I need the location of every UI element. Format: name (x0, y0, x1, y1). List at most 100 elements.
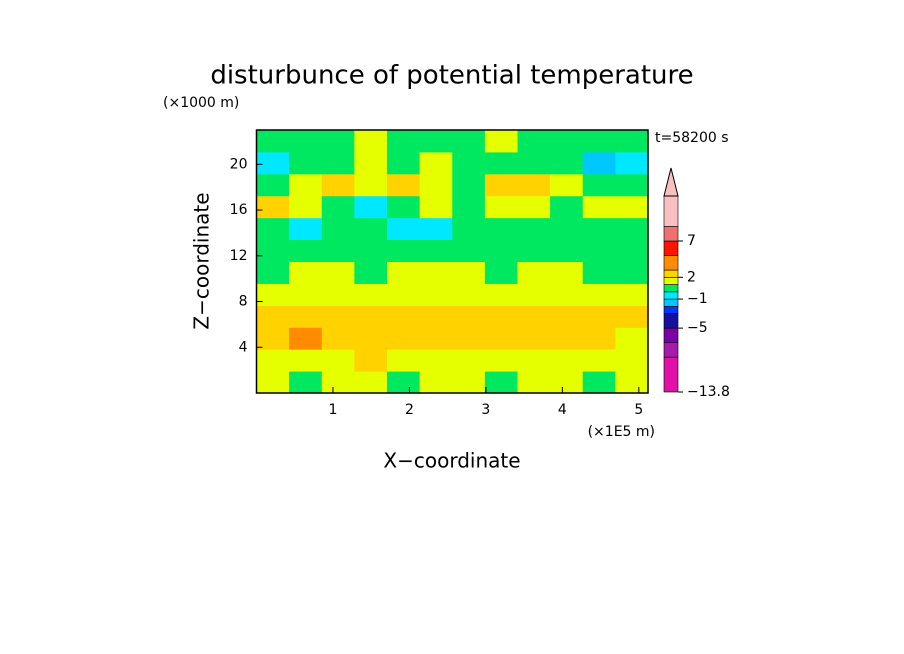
contour-cell (452, 173, 486, 197)
contour-cell (615, 173, 649, 197)
contour-cell (484, 239, 518, 262)
contour-cell (354, 327, 388, 350)
colorbar-tick-label: −13.8 (687, 384, 730, 400)
contour-cell (321, 349, 355, 372)
colorbar-tick-label: −5 (687, 320, 708, 336)
contour-cell (321, 327, 355, 350)
contour-cell (582, 283, 616, 306)
contour-cell (289, 173, 323, 197)
x-axis-label: X−coordinate (383, 449, 520, 473)
contour-cell (321, 261, 355, 284)
contour-cell (256, 173, 290, 197)
contour-cell (582, 173, 616, 197)
contour-cell (387, 349, 421, 372)
contour-cell (582, 151, 616, 175)
y-tick-label: 4 (239, 339, 248, 355)
contour-cell (321, 130, 355, 153)
contour-cell (452, 261, 486, 284)
contour-cell (550, 130, 584, 153)
contour-cell (419, 371, 453, 394)
contour-cell (419, 261, 453, 284)
contour-cell (256, 130, 290, 153)
contour-cell (550, 239, 584, 262)
contour-cell (256, 283, 290, 306)
contour-cell (289, 327, 323, 350)
y-unit: (×1000 m) (163, 95, 239, 111)
contour-cell (289, 349, 323, 372)
colorbar-segment (663, 255, 679, 271)
contour-cell (517, 239, 551, 262)
x-tick-label: 3 (481, 402, 490, 418)
contour-cell (419, 283, 453, 306)
contour-cell (354, 283, 388, 306)
x-tick-label: 5 (634, 402, 643, 418)
contour-cell (419, 195, 453, 219)
contour-cell (452, 217, 486, 241)
contour-cell (354, 217, 388, 241)
contour-cell (550, 195, 584, 219)
contour-cell (387, 173, 421, 197)
contour-cell (484, 130, 518, 153)
colorbar-tick-label: 2 (687, 269, 696, 285)
contour-cell (615, 327, 649, 350)
contour-cell (354, 130, 388, 153)
contour-cell (387, 195, 421, 219)
contour-cell (517, 327, 551, 350)
x-unit: (×1E5 m) (588, 424, 655, 440)
contour-cell (615, 195, 649, 219)
contour-cell (387, 261, 421, 284)
contour-cell (419, 305, 453, 328)
contour-cell (256, 349, 290, 372)
contour-cell (615, 349, 649, 372)
contour-cell (354, 305, 388, 328)
contour-cell (550, 327, 584, 350)
y-tick-label: 20 (230, 156, 248, 172)
contour-cell (354, 151, 388, 175)
contour-cell (452, 305, 486, 328)
colorbar-segment (663, 313, 679, 329)
contour-cell (615, 239, 649, 262)
contour-cell (387, 305, 421, 328)
contour-cell (484, 283, 518, 306)
contour-cell (484, 305, 518, 328)
contour-cell (484, 195, 518, 219)
y-tick-label: 8 (239, 294, 248, 310)
contour-cell (321, 305, 355, 328)
contour-cell (321, 239, 355, 262)
contour-cell (321, 371, 355, 394)
contour-cell (354, 371, 388, 394)
contour-cell (550, 173, 584, 197)
contour-cell (484, 327, 518, 350)
contour-cell (615, 305, 649, 328)
contour-cell (517, 261, 551, 284)
contour-cell (256, 217, 290, 241)
contour-cell (256, 371, 290, 394)
contour-cell (387, 371, 421, 394)
contour-cell (582, 239, 616, 262)
contour-cell (387, 151, 421, 175)
chart-title: disturbunce of potential temperature (210, 61, 693, 91)
contour-cell (452, 151, 486, 175)
contour-cell (289, 239, 323, 262)
contour-cell (615, 151, 649, 175)
contour-cell (452, 327, 486, 350)
contour-cell (550, 305, 584, 328)
contour-cell (615, 371, 649, 394)
contour-cell (517, 195, 551, 219)
time-annotation: t=58200 s (655, 130, 729, 146)
contour-cell (582, 349, 616, 372)
contour-cell (354, 239, 388, 262)
contour-cell (452, 371, 486, 394)
contour-cell (517, 173, 551, 197)
contour-cell (484, 261, 518, 284)
contour-cell (321, 173, 355, 197)
contour-cell (550, 349, 584, 372)
contour-cell (550, 261, 584, 284)
contour-cell (387, 239, 421, 262)
contour-cell (484, 349, 518, 372)
colorbar-segment (663, 226, 679, 242)
contour-cell (419, 173, 453, 197)
contour-cell (452, 239, 486, 262)
contour-cell (289, 283, 323, 306)
